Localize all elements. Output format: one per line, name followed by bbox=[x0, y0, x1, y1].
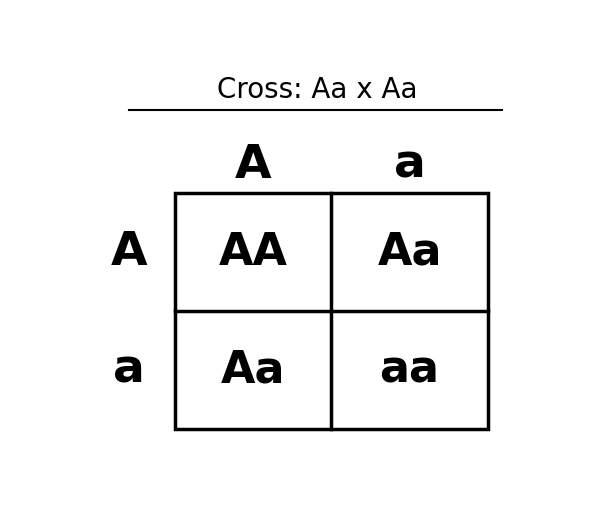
Text: Aa: Aa bbox=[377, 231, 442, 274]
Text: A: A bbox=[235, 143, 272, 187]
Text: a: a bbox=[113, 348, 145, 393]
Text: Aa: Aa bbox=[221, 349, 286, 392]
Text: A: A bbox=[111, 230, 148, 275]
Text: a: a bbox=[394, 143, 426, 187]
Text: aa: aa bbox=[380, 349, 439, 392]
Text: AA: AA bbox=[219, 231, 288, 274]
Text: Cross: Aa x Aa: Cross: Aa x Aa bbox=[218, 76, 418, 104]
Bar bbox=[176, 193, 487, 429]
